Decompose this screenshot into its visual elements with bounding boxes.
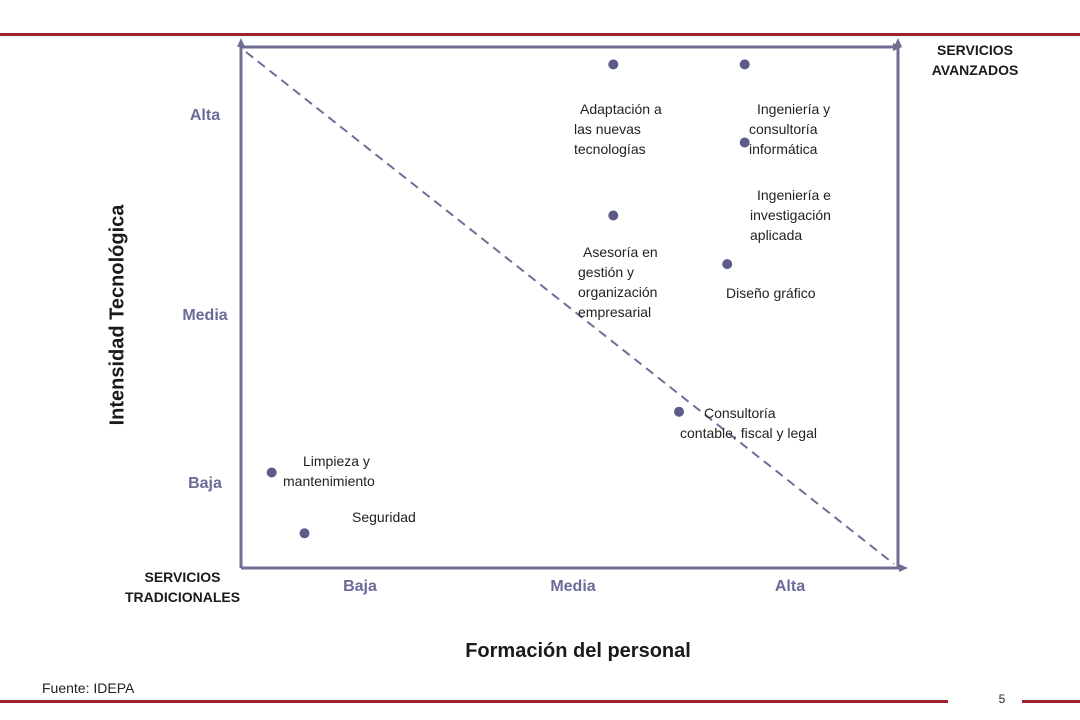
point-marker-3 <box>608 210 619 221</box>
x-level-media: Media <box>550 578 596 595</box>
label-line: empresarial <box>578 304 652 320</box>
point-label-diseno-grafico: Diseño gráfico <box>726 285 816 301</box>
label-line: consultoría <box>749 121 818 137</box>
point-marker-4 <box>722 259 733 270</box>
point-marker-5 <box>674 406 684 417</box>
label-line: informática <box>749 141 818 157</box>
x-level-alta: Alta <box>774 578 806 595</box>
point-label-ingenieria-investigacion: Ingeniería e investigación aplicada <box>750 185 831 245</box>
top-rule <box>0 33 1080 36</box>
diagonal-dashed-line <box>245 51 895 565</box>
y-level-alta: Alta <box>189 107 221 124</box>
point-label-consultoria-contable: Consultoría contable, fiscal y legal <box>680 403 817 443</box>
y-level-baja: Baja <box>188 475 222 492</box>
page-number: 5 <box>998 692 1006 706</box>
y-level-media: Media <box>182 307 228 324</box>
point-label-asesoria: Asesoría en gestión y organización empre… <box>578 242 658 322</box>
label-line: mantenimiento <box>283 473 375 489</box>
corner-top-right-line-1: SERVICIOS <box>937 42 1013 58</box>
label-line: las nuevas <box>574 121 641 137</box>
corner-bottom-left-line-2: TRADICIONALES <box>124 589 241 605</box>
label-line: aplicada <box>750 227 803 243</box>
label-line: Asesoría en <box>583 244 658 260</box>
source-note: Fuente: IDEPA <box>42 680 135 696</box>
label-line: Ingeniería y <box>757 101 831 117</box>
bottom-rule-right <box>1022 700 1080 703</box>
point-marker-6 <box>266 467 277 478</box>
corner-bottom-left-line-1: SERVICIOS <box>144 569 221 585</box>
corner-servicios-tradicionales: SERVICIOS TRADICIONALES <box>100 567 265 607</box>
marker-group <box>266 59 750 539</box>
label-line: Limpieza y <box>303 453 370 469</box>
x-level-baja: Baja <box>343 578 377 595</box>
label-line: Adaptación a <box>580 101 662 117</box>
label-line: tecnologías <box>574 141 646 157</box>
bottom-rule-left <box>0 700 948 703</box>
corner-servicios-avanzados: SERVICIOS AVANZADOS <box>900 40 1050 80</box>
label-line: contable, fiscal y legal <box>680 425 817 441</box>
x-axis-title: Formación del personal <box>465 640 691 662</box>
corner-top-right-line-2: AVANZADOS <box>931 62 1019 78</box>
label-line: investigación <box>750 207 831 223</box>
point-marker-0 <box>608 59 619 70</box>
point-marker-7 <box>299 528 310 539</box>
point-marker-1 <box>739 59 750 70</box>
point-label-ingenieria-consultoria: Ingeniería y consultoría informática <box>749 99 830 159</box>
label-line: Ingeniería e <box>757 187 831 203</box>
y-axis-title: Intensidad Tecnológica <box>106 204 129 426</box>
point-marker-2 <box>739 137 750 148</box>
label-line: gestión y <box>578 264 635 280</box>
point-label-limpieza: Limpieza y mantenimiento <box>283 451 375 491</box>
label-line: organización <box>578 284 658 300</box>
point-label-seguridad: Seguridad <box>352 509 416 525</box>
label-line: Consultoría <box>704 405 776 421</box>
point-label-adaptacion: Adaptación a las nuevas tecnologías <box>574 99 662 159</box>
